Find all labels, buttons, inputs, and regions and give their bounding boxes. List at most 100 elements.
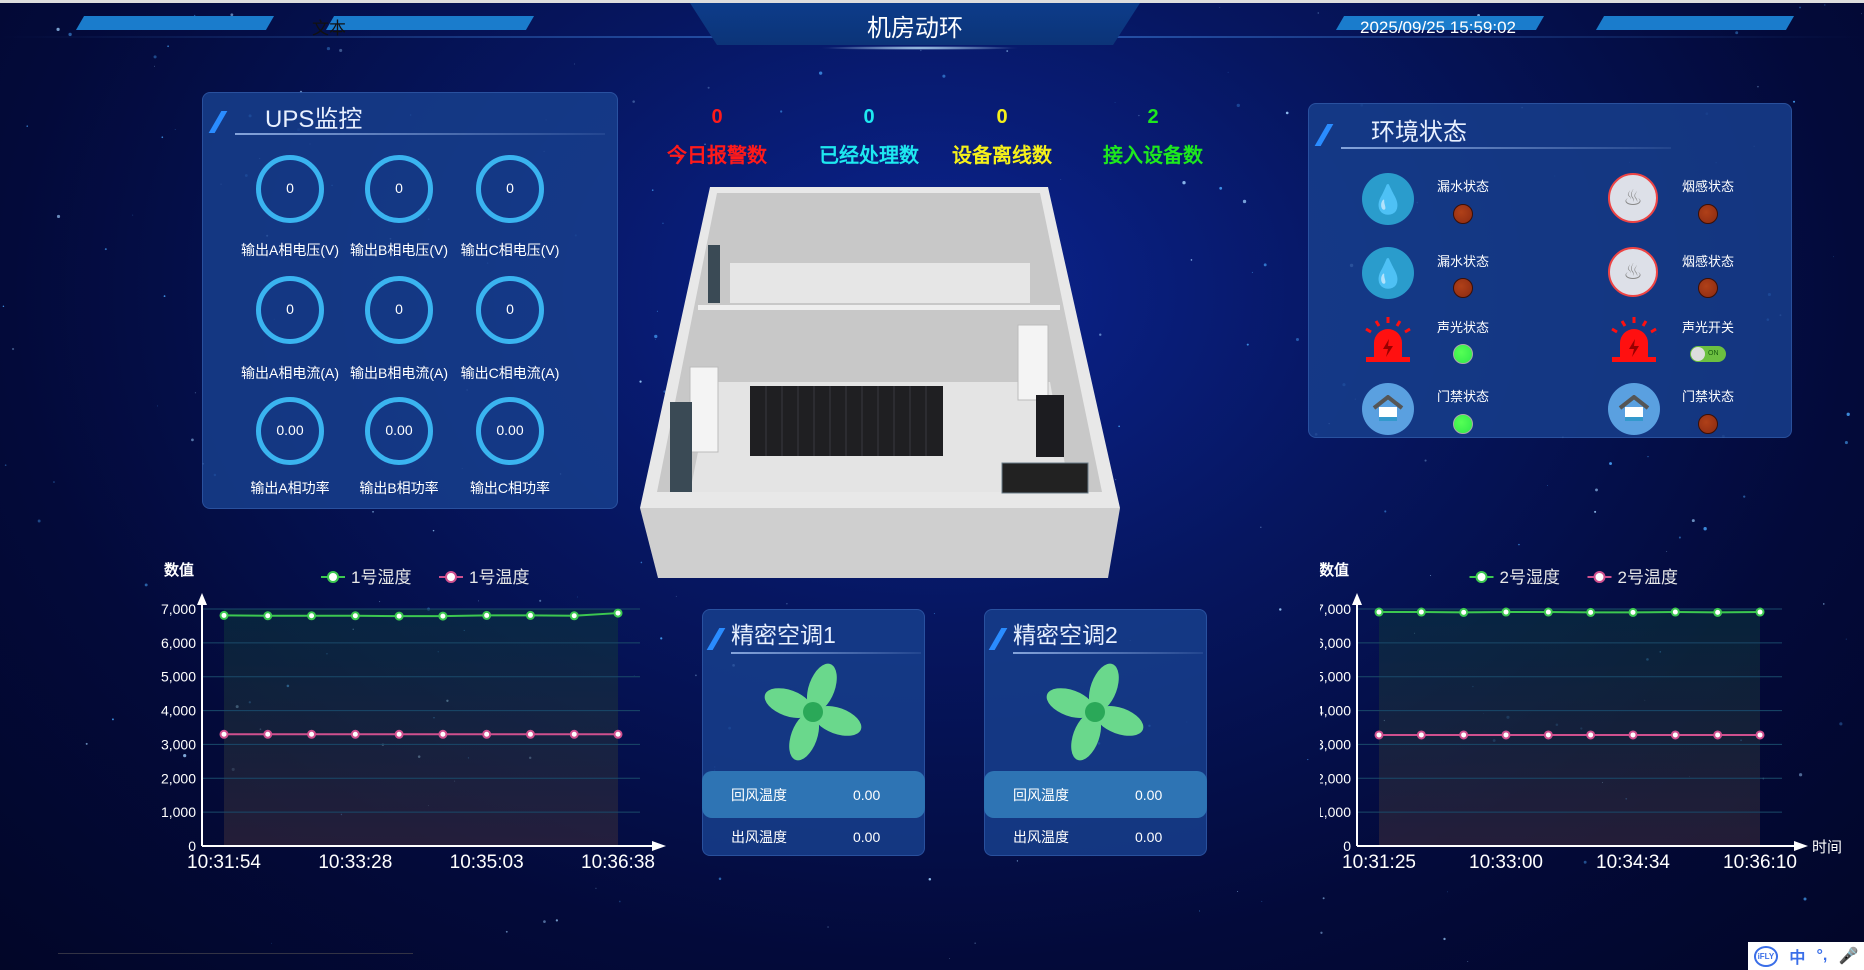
star (4, 464, 7, 466)
legend-marker[interactable] (1593, 571, 1606, 583)
stat-value: 0 (711, 106, 723, 128)
house-icon (1362, 383, 1414, 435)
y-tick-label: 5,000 (1320, 669, 1351, 685)
status-label: 烟感状态 (1681, 254, 1734, 269)
star (53, 481, 55, 483)
gauge-label: 输出B相电压(V) (350, 242, 448, 258)
star (1006, 50, 1009, 52)
ac-row-label: 回风温度 (1013, 787, 1069, 803)
stat-label: 今日报警数 (667, 145, 767, 167)
star (1595, 488, 1598, 492)
x-tick-label: 10:31:25 (1342, 852, 1416, 873)
x-tick-label: 10:35:03 (450, 852, 524, 873)
title-frame (690, 3, 1140, 45)
star (573, 63, 575, 65)
legend-marker[interactable] (1475, 571, 1488, 583)
ifly-logo-icon[interactable]: iFLY (1753, 945, 1779, 967)
star (632, 100, 635, 103)
star (1691, 519, 1695, 523)
gauge-ring (365, 397, 433, 465)
stat-label: 设备离线数 (952, 145, 1052, 167)
gauge-ring (365, 155, 433, 223)
data-point (1713, 730, 1723, 740)
star (167, 45, 169, 48)
legend-marker[interactable] (445, 571, 457, 583)
ac-row-value: 0.00 (1135, 829, 1163, 845)
x-axis-title: 时间 (1812, 839, 1842, 856)
star (942, 74, 946, 78)
data-point (482, 729, 492, 739)
star (132, 214, 134, 216)
ime-toolbar[interactable]: iFLY 中 °, 🎤 (1748, 942, 1864, 970)
ime-punctuation-button[interactable]: °, (1816, 947, 1828, 964)
alarm-light-icon (1608, 313, 1660, 370)
ime-mode-button[interactable]: 中 (1789, 950, 1806, 967)
star (144, 583, 148, 587)
star (1793, 100, 1796, 103)
microphone-icon[interactable]: 🎤 (1838, 948, 1859, 965)
star (56, 214, 61, 219)
star (949, 957, 950, 959)
star (153, 55, 157, 59)
data-point (1459, 730, 1469, 740)
star (194, 392, 197, 394)
sound-light-toggle[interactable]: ON (1690, 346, 1726, 362)
data-point (1670, 607, 1680, 617)
legend-marker[interactable] (327, 571, 339, 583)
y-tick-label: 7,000 (161, 601, 196, 617)
legend-label[interactable]: 1号湿度 (351, 568, 411, 587)
gauge-ring (256, 276, 324, 344)
star (1546, 485, 1548, 487)
machine-room-3d-view[interactable] (630, 180, 1320, 600)
data-point (1374, 730, 1384, 740)
air-conditioner-unit (1017, 324, 1049, 401)
legend-label[interactable]: 2号温度 (1618, 568, 1678, 587)
star (1518, 543, 1520, 546)
status-indicator (1453, 278, 1473, 298)
ac-row-highlight (984, 771, 1207, 818)
fan-icon (763, 662, 863, 767)
title-decor (1314, 124, 1334, 146)
star (1114, 102, 1116, 103)
star (1824, 4, 1826, 6)
gauge-ring (365, 276, 433, 344)
star (595, 887, 597, 889)
star (1647, 455, 1649, 458)
legend-label[interactable]: 2号湿度 (1500, 568, 1560, 587)
environment-panel: 环境状态 💧 漏水状态 ♨ 烟感状态 💧 漏水状态 ♨ 烟感状态 声光状态 声光开关 ON 门禁状态 门… (1308, 103, 1792, 438)
stat-value: 0 (863, 106, 875, 128)
star (37, 519, 41, 523)
title-underline (1341, 147, 1671, 149)
panel-title: 环境状态 (1371, 119, 1467, 146)
star (543, 920, 546, 924)
water-drop-icon: 💧 (1362, 173, 1414, 225)
legend-label[interactable]: 1号温度 (469, 568, 529, 587)
title-underline (1013, 652, 1203, 654)
data-point (350, 611, 360, 621)
chart-right: 0 1,000 2,000 3,000 4,000 5,000 6,000 7,000 数值时间… (1320, 561, 1842, 873)
water-drop-icon: 💧 (1362, 247, 1414, 299)
ac-row-label: 回风温度 (731, 787, 787, 803)
star (1320, 931, 1323, 934)
data-point (219, 729, 229, 739)
data-point (263, 611, 273, 621)
data-point (1713, 607, 1723, 617)
star (372, 511, 374, 513)
datetime: 2025/09/25 15:59:02 (1360, 18, 1516, 37)
data-point (525, 610, 535, 620)
y-tick-label: 6,000 (161, 635, 196, 651)
star (1833, 256, 1834, 258)
gauge-label: 输出B相电流(A) (350, 365, 448, 381)
data-point (307, 729, 317, 739)
plot-area (1379, 609, 1760, 846)
data-point (1755, 730, 1765, 740)
room-wall-front (640, 508, 1120, 578)
gauge-value: 0 (395, 180, 403, 196)
chart-left: 01,0002,0003,0004,0005,0006,0007,000数值时间… (161, 561, 666, 873)
data-point (613, 608, 623, 618)
star (1322, 897, 1325, 900)
data-point (394, 611, 404, 621)
y-axis-arrow (197, 593, 207, 605)
star (818, 71, 823, 75)
y-tick-label: 3,000 (161, 736, 196, 752)
